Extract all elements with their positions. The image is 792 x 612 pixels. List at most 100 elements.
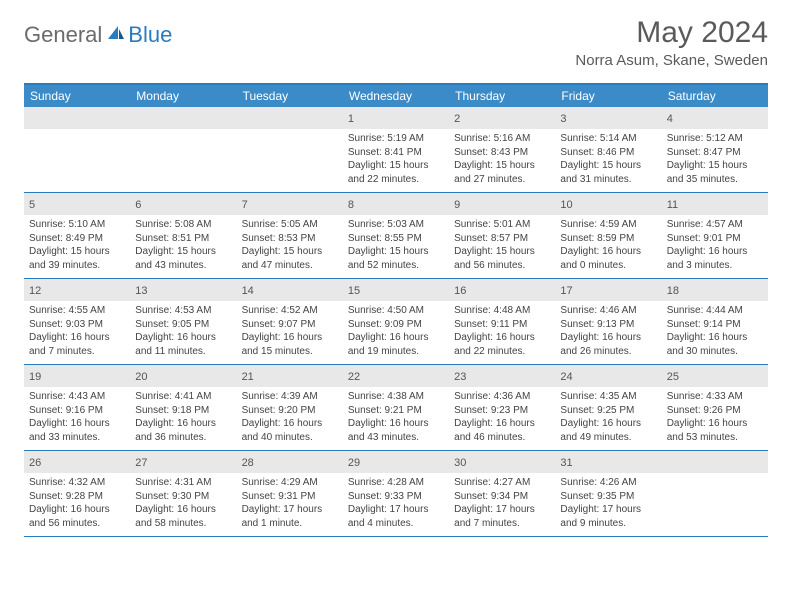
sunset-line: Sunset: 9:30 PM: [135, 490, 231, 504]
day-cell: 10Sunrise: 4:59 AMSunset: 8:59 PMDayligh…: [555, 193, 661, 278]
day-header: Tuesday: [237, 85, 343, 107]
day-cell: 24 Sunrise: 4:35 AMSunset: 9:25 PMDayligh…: [555, 365, 661, 450]
day-cell: 21Sunrise: 4:39 AMSunset: 9:20 PMDayligh…: [237, 365, 343, 450]
day-number-row: 6: [130, 193, 236, 215]
daylight-line: Daylight: 15 hours and 43 minutes.: [135, 245, 231, 272]
day-number: 2: [454, 113, 460, 125]
sunrise-line: Sunrise: 4:52 AM: [242, 304, 338, 318]
day-number: 1: [348, 113, 354, 125]
day-number-row: 29: [343, 451, 449, 473]
day-number-row: 28: [237, 451, 343, 473]
day-header: Sunday: [24, 85, 130, 107]
logo-text-general: General: [24, 22, 102, 48]
day-cell: 11Sunrise: 4:57 AMSunset: 9:01 PMDayligh…: [662, 193, 768, 278]
logo-sail-icon: [106, 24, 126, 47]
sunrise-line: Sunrise: 4:48 AM: [454, 304, 550, 318]
daylight-line: Daylight: 15 hours and 27 minutes.: [454, 159, 550, 186]
day-header: Friday: [555, 85, 661, 107]
day-number-row: [662, 451, 768, 473]
day-cell: 15Sunrise: 4:50 AMSunset: 9:09 PMDayligh…: [343, 279, 449, 364]
sunset-line: Sunset: 9:31 PM: [242, 490, 338, 504]
daylight-line: Daylight: 16 hours and 7 minutes.: [29, 331, 125, 358]
day-cell: 27Sunrise: 4:31 AMSunset: 9:30 PMDayligh…: [130, 451, 236, 536]
sunset-line: Sunset: 9:14 PM: [667, 318, 763, 332]
day-number: 7: [242, 199, 248, 211]
sunrise-line: Sunrise: 5:05 AM: [242, 218, 338, 232]
sunset-line: Sunset: 8:51 PM: [135, 232, 231, 246]
day-number-row: 14: [237, 279, 343, 301]
daylight-line: Daylight: 16 hours and 36 minutes.: [135, 417, 231, 444]
sunrise-line: Sunrise: 4:38 AM: [348, 390, 444, 404]
sunrise-line: Sunrise: 5:08 AM: [135, 218, 231, 232]
day-number: 13: [135, 285, 147, 297]
day-number-row: 30: [449, 451, 555, 473]
day-number-row: 5: [24, 193, 130, 215]
sunrise-line: Sunrise: 4:59 AM: [560, 218, 656, 232]
day-number: 11: [667, 199, 678, 211]
daylight-line: Daylight: 16 hours and 53 minutes.: [667, 417, 763, 444]
day-cell: 30Sunrise: 4:27 AMSunset: 9:34 PMDayligh…: [449, 451, 555, 536]
day-number: [29, 113, 32, 125]
week-row: 1Sunrise: 5:19 AMSunset: 8:41 PMDaylight…: [24, 107, 768, 193]
day-number: 6: [135, 199, 141, 211]
sunrise-line: Sunrise: 5:12 AM: [667, 132, 763, 146]
sunrise-line: Sunrise: 4:28 AM: [348, 476, 444, 490]
header: General Blue May 2024 Norra Asum, Skane,…: [0, 0, 792, 77]
sunrise-line: Sunrise: 4:43 AM: [29, 390, 125, 404]
sunset-line: Sunset: 9:13 PM: [560, 318, 656, 332]
page-title: May 2024: [575, 16, 768, 50]
sunrise-line: Sunrise: 4:32 AM: [29, 476, 125, 490]
day-cell: 19Sunrise: 4:43 AMSunset: 9:16 PMDayligh…: [24, 365, 130, 450]
daylight-line: Daylight: 16 hours and 22 minutes.: [454, 331, 550, 358]
daylight-line: Daylight: 16 hours and 33 minutes.: [29, 417, 125, 444]
day-cell: [24, 107, 130, 192]
daylight-line: Daylight: 16 hours and 0 minutes.: [560, 245, 656, 272]
day-number: 24: [560, 371, 572, 383]
day-number: 20: [135, 371, 147, 383]
day-cell: 28Sunrise: 4:29 AMSunset: 9:31 PMDayligh…: [237, 451, 343, 536]
daylight-line: Daylight: 16 hours and 56 minutes.: [29, 503, 125, 530]
day-number-row: 7: [237, 193, 343, 215]
daylight-line: Daylight: 17 hours and 9 minutes.: [560, 503, 656, 530]
sunset-line: Sunset: 9:35 PM: [560, 490, 656, 504]
sunrise-line: Sunrise: 4:36 AM: [454, 390, 550, 404]
day-number-row: 13: [130, 279, 236, 301]
day-cell: 31Sunrise: 4:26 AMSunset: 9:35 PMDayligh…: [555, 451, 661, 536]
day-number: 12: [29, 285, 41, 297]
sunrise-line: Sunrise: 4:35 AM: [560, 390, 656, 404]
daylight-line: Daylight: 16 hours and 40 minutes.: [242, 417, 338, 444]
day-number: [242, 113, 245, 125]
logo: General Blue: [24, 22, 172, 48]
day-cell: 12Sunrise: 4:55 AMSunset: 9:03 PMDayligh…: [24, 279, 130, 364]
sunset-line: Sunset: 9:21 PM: [348, 404, 444, 418]
day-cell: 2Sunrise: 5:16 AMSunset: 8:43 PMDaylight…: [449, 107, 555, 192]
day-number: 21: [242, 371, 254, 383]
day-number-row: 17: [555, 279, 661, 301]
daylight-line: Daylight: 16 hours and 49 minutes.: [560, 417, 656, 444]
day-cell: 16Sunrise: 4:48 AMSunset: 9:11 PMDayligh…: [449, 279, 555, 364]
day-cell: 6 Sunrise: 5:08 AMSunset: 8:51 PMDaylight…: [130, 193, 236, 278]
day-number-row: 2: [449, 107, 555, 129]
sunset-line: Sunset: 9:25 PM: [560, 404, 656, 418]
day-number-row: 26: [24, 451, 130, 473]
sunrise-line: Sunrise: 4:57 AM: [667, 218, 763, 232]
day-number: 29: [348, 457, 360, 469]
day-cell: 5Sunrise: 5:10 AMSunset: 8:49 PMDaylight…: [24, 193, 130, 278]
day-number-row: 15: [343, 279, 449, 301]
daylight-line: Daylight: 16 hours and 46 minutes.: [454, 417, 550, 444]
sunset-line: Sunset: 8:53 PM: [242, 232, 338, 246]
daylight-line: Daylight: 15 hours and 31 minutes.: [560, 159, 656, 186]
sunrise-line: Sunrise: 4:33 AM: [667, 390, 763, 404]
week-row: 5Sunrise: 5:10 AMSunset: 8:49 PMDaylight…: [24, 193, 768, 279]
sunrise-line: Sunrise: 4:31 AM: [135, 476, 231, 490]
sunset-line: Sunset: 9:26 PM: [667, 404, 763, 418]
day-cell: 17Sunrise: 4:46 AMSunset: 9:13 PMDayligh…: [555, 279, 661, 364]
sunset-line: Sunset: 9:11 PM: [454, 318, 550, 332]
day-number-row: 27: [130, 451, 236, 473]
day-cell: [237, 107, 343, 192]
sunset-line: Sunset: 9:20 PM: [242, 404, 338, 418]
sunset-line: Sunset: 8:46 PM: [560, 146, 656, 160]
day-number-row: 25: [662, 365, 768, 387]
day-cell: [130, 107, 236, 192]
day-number: [135, 113, 138, 125]
